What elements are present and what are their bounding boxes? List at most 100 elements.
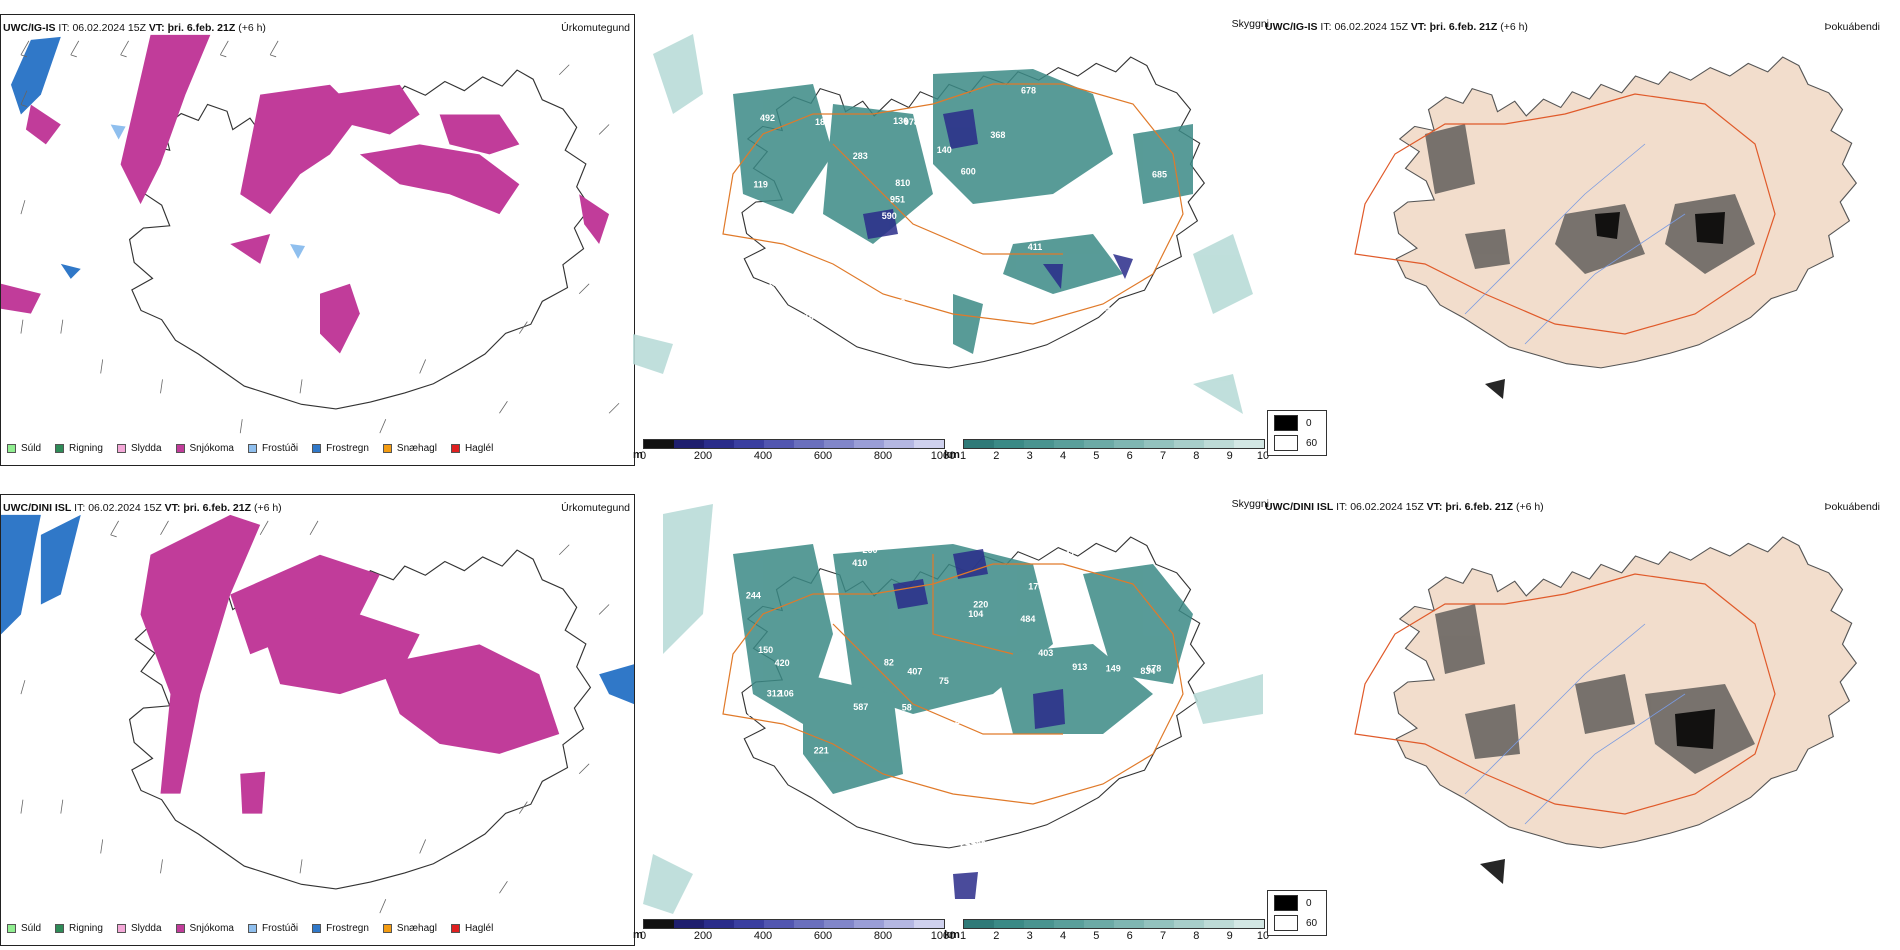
precip-legend-item: Frostúði bbox=[247, 923, 298, 934]
colorbar-step bbox=[1024, 920, 1054, 928]
precip-type-map-top bbox=[1, 34, 620, 434]
cloud-base-value-label: 403 bbox=[1038, 648, 1053, 658]
visibility-panel-bottom: 260 176 834 58 207 106 244 484 92 104 75 213 410 587 2… bbox=[633, 494, 1273, 946]
legend-label: Slydda bbox=[130, 923, 162, 934]
colorbar-tick-label: 4 bbox=[1059, 450, 1067, 462]
colorbar-tick-label: 1000 bbox=[930, 930, 956, 942]
fog-legend-swatch bbox=[1274, 915, 1298, 931]
legend-swatch bbox=[7, 924, 16, 933]
lead-time: (+6 h) bbox=[1515, 501, 1544, 513]
visibility-title-top: Skyggni bbox=[1231, 18, 1269, 30]
cloud-base-value-label: 913 bbox=[1072, 662, 1087, 672]
precip-legend-item: Snjókoma bbox=[175, 923, 234, 934]
legend-swatch bbox=[247, 924, 257, 933]
it-value: 06.02.2024 15Z bbox=[1334, 21, 1408, 33]
colorbar-tick-label: 1 bbox=[959, 450, 967, 462]
colorbar-step bbox=[1084, 920, 1114, 928]
fog-legend-item: 0 bbox=[1274, 895, 1320, 911]
it-value: 06.02.2024 15Z bbox=[72, 22, 146, 34]
cloud-base-value-label: 484 bbox=[1020, 614, 1035, 624]
cloud-base-value-label: 82 bbox=[884, 657, 894, 667]
colorbar-step bbox=[1114, 440, 1144, 448]
cloud-base-value-label: 243 bbox=[960, 839, 975, 849]
colorbar-tick-label: 3 bbox=[1026, 450, 1033, 462]
legend-swatch bbox=[382, 924, 392, 933]
precip-legend-item: Rigning bbox=[55, 923, 103, 934]
vt-label: VT: bbox=[1426, 501, 1443, 513]
visibility-title-bottom: Skyggni bbox=[1231, 498, 1269, 510]
colorbar-step bbox=[884, 440, 914, 448]
cloud-base-value-label: 74 bbox=[1071, 337, 1081, 347]
lead-time: (+6 h) bbox=[253, 502, 282, 514]
colorbar-tick-label: 800 bbox=[873, 930, 893, 942]
roads-fog-bottom bbox=[1354, 573, 1776, 815]
colorbar-step bbox=[1054, 440, 1084, 448]
fog-legend-label: 60 bbox=[1306, 437, 1318, 449]
cloud-base-colorbar-top bbox=[643, 439, 945, 449]
cloud-base-value-label: 465 bbox=[971, 838, 986, 848]
colorbar-tick-label: 9 bbox=[1226, 450, 1233, 462]
cloud-base-value-label: 678 bbox=[1146, 663, 1161, 673]
colorbar-tick-label: 7 bbox=[1159, 450, 1167, 462]
colorbar-tick-label: 400 bbox=[753, 450, 773, 462]
visibility-panel-top: 150 119 42 590 368 158 136 140 188 283 114 141 978 60… bbox=[633, 14, 1273, 466]
visibility-map-bottom: 260 176 834 58 207 106 244 484 92 104 75 213 410 587 2… bbox=[643, 504, 1263, 914]
colorbar-tick-label: 6 bbox=[1126, 930, 1133, 942]
legend-swatch bbox=[312, 924, 322, 933]
colorbar-tick-label: 7 bbox=[1159, 930, 1167, 942]
cloud-base-value-label: 58 bbox=[902, 702, 912, 712]
colorbar-step bbox=[704, 920, 734, 928]
colorbar-tick-label: 8 bbox=[1193, 930, 1200, 942]
fog-legend-swatch bbox=[1274, 415, 1298, 431]
colorbar-step bbox=[914, 920, 944, 928]
colorbar-step bbox=[854, 920, 884, 928]
cloud-base-value-label: 146 bbox=[730, 760, 745, 770]
cloud-base-ticks-bottom: 0 200 400 600 800 1000 bbox=[640, 930, 955, 944]
legend-label: Snjókoma bbox=[189, 443, 234, 454]
fog-legend-swatch bbox=[1274, 895, 1298, 911]
cloud-base-unit-bottom: m bbox=[633, 929, 643, 941]
legend-swatch bbox=[116, 924, 126, 933]
precip-legend-item: Frostregn bbox=[312, 923, 369, 934]
cloud-base-value-label: 582 bbox=[994, 240, 1009, 250]
cloud-base-value-label: 104 bbox=[968, 609, 983, 619]
vt-value: þri. 6.feb. 21Z bbox=[183, 502, 252, 514]
cloud-base-value-label: 685 bbox=[1152, 170, 1167, 180]
legend-swatch bbox=[175, 444, 185, 453]
cloud-base-value-label: 806 bbox=[1112, 144, 1127, 154]
visibility-ticks-top: 1 2 3 4 5 6 7 8 9 10 bbox=[959, 450, 1269, 464]
cloud-base-value-label: 587 bbox=[853, 702, 868, 712]
precip-legend-item: Snjókoma bbox=[175, 443, 234, 454]
model-name: UWC/IG-IS bbox=[1265, 21, 1318, 33]
cloud-base-value-label: 407 bbox=[907, 667, 922, 677]
cloud-base-value-label: 158 bbox=[775, 342, 790, 352]
legend-label: Rigning bbox=[69, 923, 103, 934]
precip-type-map-bottom bbox=[1, 514, 634, 914]
legend-label: Haglél bbox=[464, 443, 494, 454]
cloud-base-value-label: 420 bbox=[775, 658, 790, 668]
roads-bottom bbox=[722, 554, 1184, 805]
cloud-base-areas-top bbox=[863, 109, 1133, 289]
cloud-base-value-label: 312 bbox=[767, 689, 782, 699]
legend-label: Snjókoma bbox=[189, 923, 234, 934]
precip-type-panel-top: UWC/IG-IS IT: 06.02.2024 15Z VT: þri. 6.… bbox=[0, 14, 635, 466]
cloud-base-value-label: 79 bbox=[1100, 304, 1110, 314]
panel-title-top-precip: UWC/IG-IS IT: 06.02.2024 15Z VT: þri. 6.… bbox=[3, 22, 266, 34]
colorbar-tick-label: 6 bbox=[1126, 450, 1133, 462]
model-name: UWC/IG-IS bbox=[3, 22, 56, 34]
colorbar-step bbox=[1204, 440, 1234, 448]
it-label: IT: bbox=[1336, 501, 1348, 513]
cloud-base-value-label: 590 bbox=[882, 211, 897, 221]
colorbar-step bbox=[704, 440, 734, 448]
colorbar-step bbox=[1174, 440, 1204, 448]
cloud-base-value-label: 379 bbox=[1083, 790, 1098, 800]
colorbar-step bbox=[1234, 440, 1264, 448]
colorbar-tick-label: 2 bbox=[993, 930, 1000, 942]
precip-legend-item: Snæhagl bbox=[382, 443, 437, 454]
legend-swatch bbox=[175, 924, 185, 933]
colorbar-step bbox=[764, 440, 794, 448]
cloud-base-value-label: 136 bbox=[893, 116, 908, 126]
colorbar-step bbox=[1234, 920, 1264, 928]
colorbar-step bbox=[824, 920, 854, 928]
cloud-base-value-label: 978 bbox=[904, 117, 919, 127]
